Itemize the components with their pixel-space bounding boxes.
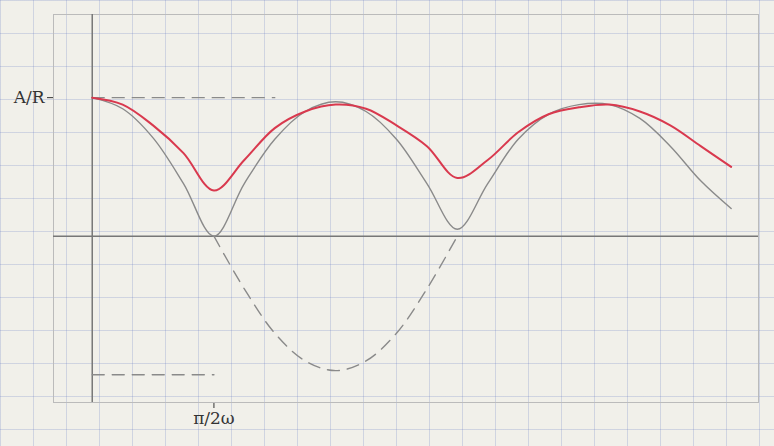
svg-text:A/R: A/R bbox=[13, 87, 46, 107]
svg-text:π/2ω: π/2ω bbox=[193, 408, 235, 428]
